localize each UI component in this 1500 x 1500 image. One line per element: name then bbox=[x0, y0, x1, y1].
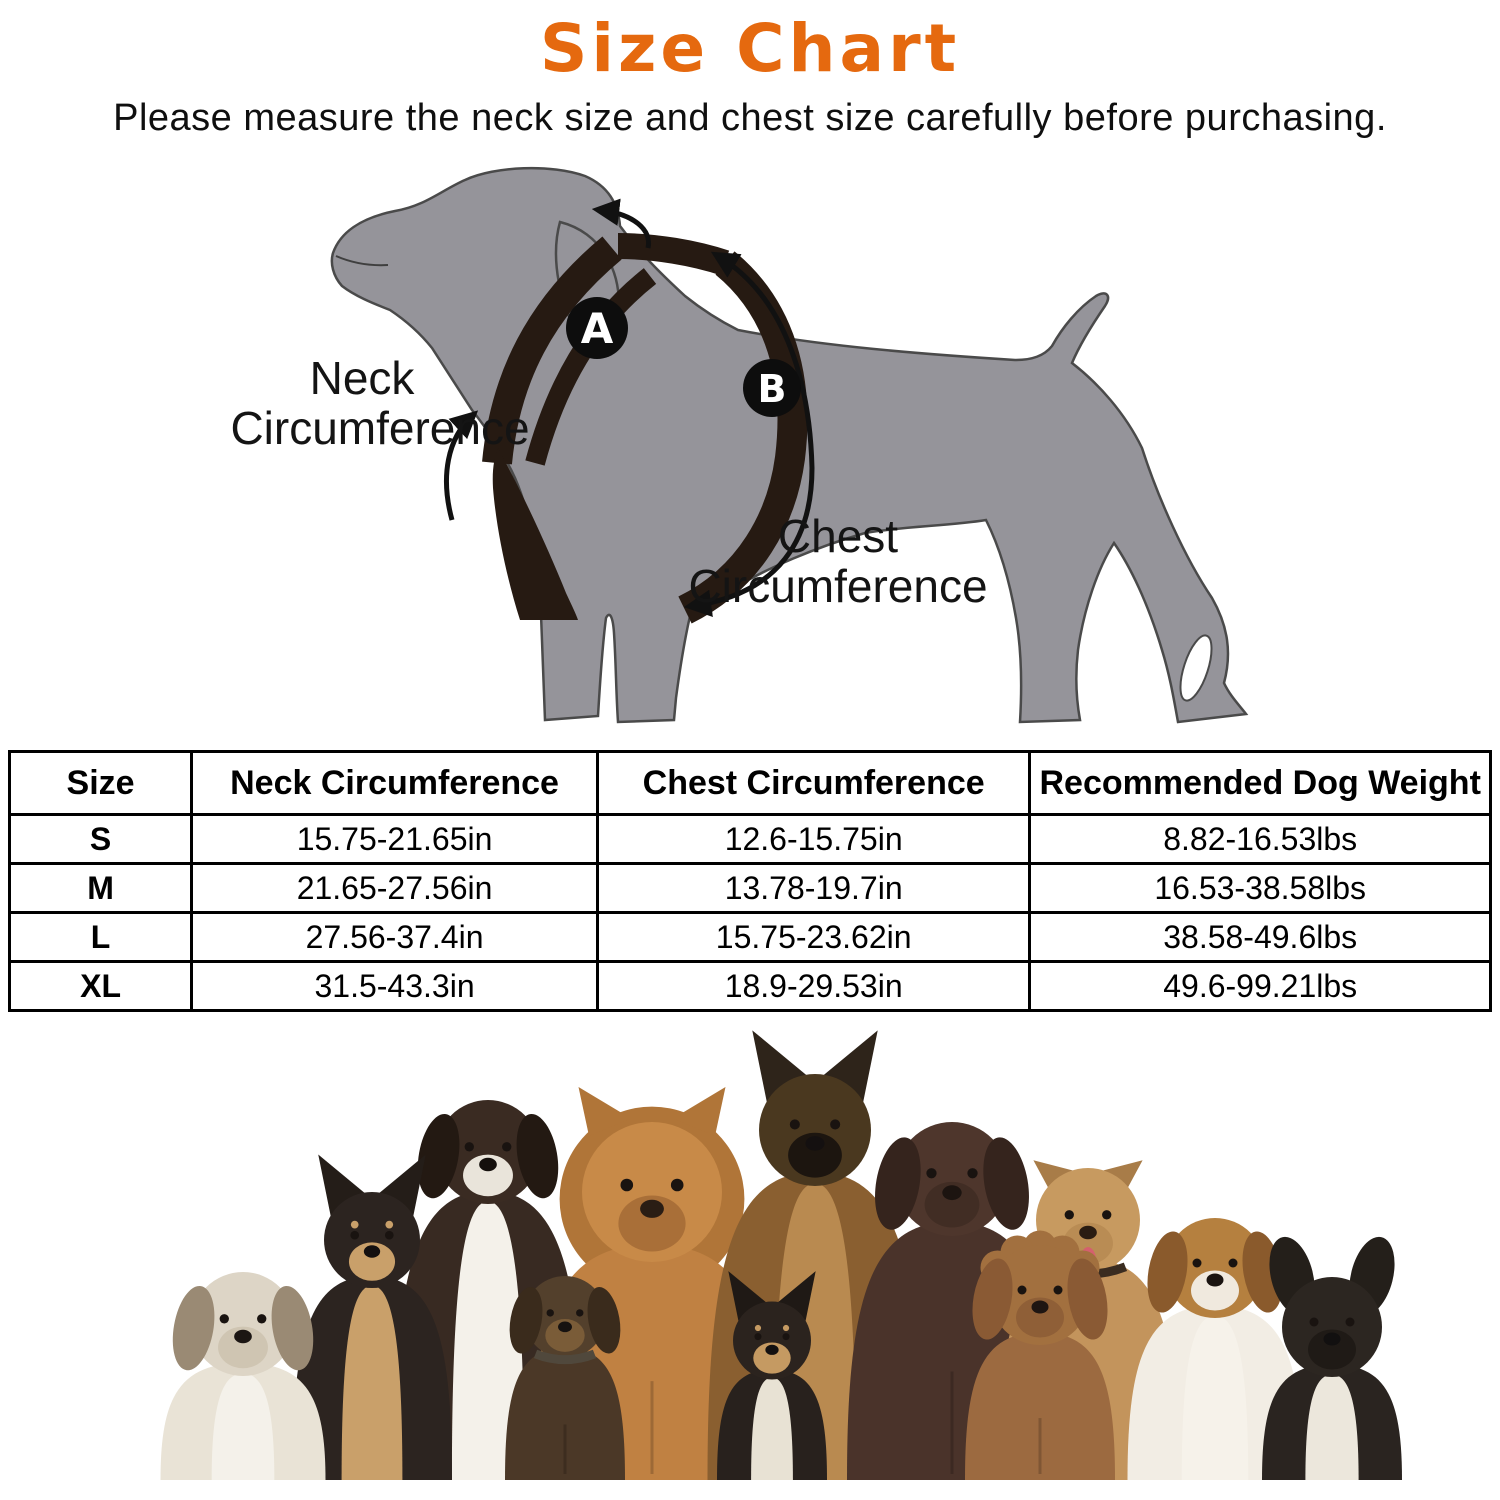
weight-value: 49.6-99.21lbs bbox=[1028, 960, 1492, 1012]
table-header-row: Size Neck Circumference Chest Circumfere… bbox=[7, 750, 1492, 816]
dog-shih-tzu bbox=[160, 1272, 326, 1480]
col-header-weight: Recommended Dog Weight bbox=[1028, 750, 1492, 816]
dog-group-svg bbox=[160, 1030, 1402, 1480]
size-table: Size Neck Circumference Chest Circumfere… bbox=[7, 750, 1492, 1012]
neck-circumference-label-line2: Circumference bbox=[230, 402, 529, 454]
harness-neck-front-strap bbox=[482, 236, 622, 465]
table-row-l: L 27.56-37.4in 15.75-23.62in 38.58-49.6l… bbox=[7, 911, 1492, 963]
col-header-neck: Neck Circumference bbox=[190, 750, 599, 816]
page-subtitle: Please measure the neck size and chest s… bbox=[113, 97, 1387, 139]
chest-arrow-arc bbox=[683, 251, 815, 618]
chest-value: 12.6-15.75in bbox=[595, 813, 1032, 865]
marker-a-letter: A bbox=[581, 304, 614, 353]
neck-value: 21.65-27.56in bbox=[190, 862, 599, 914]
neck-value: 31.5-43.3in bbox=[190, 960, 599, 1012]
dog-chihuahua bbox=[717, 1271, 827, 1480]
neck-circumference-label-line1: Neck bbox=[310, 352, 416, 404]
chest-value: 18.9-29.53in bbox=[595, 960, 1032, 1012]
size-value: XL bbox=[7, 960, 194, 1012]
harness-neck-back-strap bbox=[525, 268, 657, 466]
chest-value: 15.75-23.62in bbox=[595, 911, 1032, 963]
neck-value: 27.56-37.4in bbox=[190, 911, 599, 963]
chest-value: 13.78-19.7in bbox=[595, 862, 1032, 914]
size-value: M bbox=[7, 862, 194, 914]
table-row-xl: XL 31.5-43.3in 18.9-29.53in 49.6-99.21lb… bbox=[7, 960, 1492, 1012]
neck-arrow-left bbox=[444, 410, 479, 521]
dog-mouth-line bbox=[335, 255, 389, 267]
size-value: S bbox=[7, 813, 194, 865]
weight-value: 38.58-49.6lbs bbox=[1028, 911, 1492, 963]
dog-group-photo bbox=[0, 1030, 1500, 1500]
col-header-size: Size bbox=[7, 750, 194, 816]
size-value: L bbox=[7, 911, 194, 963]
col-header-chest: Chest Circumference bbox=[595, 750, 1032, 816]
weight-value: 16.53-38.58lbs bbox=[1028, 862, 1492, 914]
weight-value: 8.82-16.53lbs bbox=[1028, 813, 1492, 865]
measurement-diagram: A B Neck Circumference Chest Circumferen… bbox=[0, 148, 1500, 750]
dog-shiba-inu bbox=[292, 1154, 452, 1480]
harness-diagram-svg: A B Neck Circumference Chest Circumferen… bbox=[230, 166, 1249, 724]
dog-hock-gap bbox=[1179, 634, 1213, 702]
chest-circumference-label-line2: Circumference bbox=[688, 560, 987, 612]
neck-value: 15.75-21.65in bbox=[190, 813, 599, 865]
marker-a-badge: A bbox=[566, 297, 628, 359]
dog-french-bulldog bbox=[1262, 1236, 1402, 1480]
chest-circumference-label-line1: Chest bbox=[778, 510, 898, 562]
table-row-m: M 21.65-27.56in 13.78-19.7in 16.53-38.58… bbox=[7, 862, 1492, 914]
table-row-s: S 15.75-21.65in 12.6-15.75in 8.82-16.53l… bbox=[7, 813, 1492, 865]
neck-arrow-top bbox=[591, 198, 652, 249]
dog-dachshund bbox=[505, 1276, 625, 1480]
harness-chest-plate bbox=[492, 448, 578, 620]
page-title: Size Chart bbox=[539, 10, 961, 87]
dog-poodle bbox=[965, 1230, 1115, 1480]
marker-b-badge: B bbox=[743, 359, 801, 417]
marker-b-letter: B bbox=[758, 367, 787, 411]
